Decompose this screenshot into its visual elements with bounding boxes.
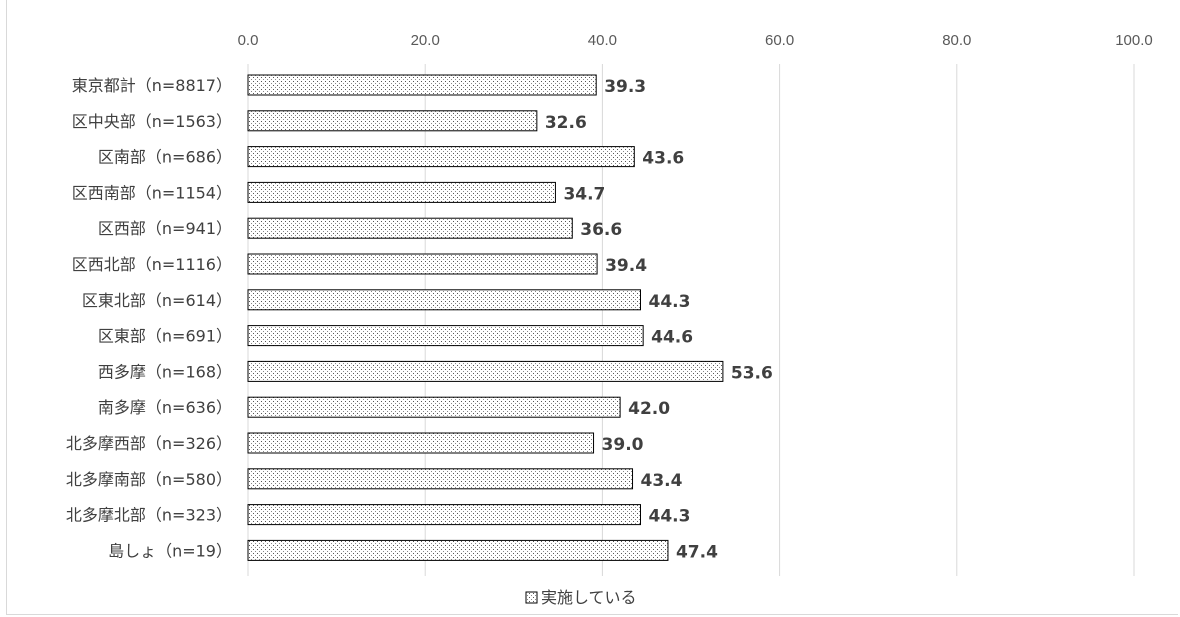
x-axis-ticks: 0.0 20.0 40.0 60.0 80.0 100.0 xyxy=(238,32,1153,49)
bar xyxy=(247,396,621,418)
legend: 実施している xyxy=(525,588,637,607)
data-labels: 39.332.643.634.736.639.444.344.653.642.0… xyxy=(545,77,773,562)
category-label: 北多摩西部（n=326） xyxy=(66,434,232,453)
category-labels: 東京都計（n=8817） 区中央部（n=1563） 区南部（n=686） 区西南部（n… xyxy=(66,76,232,560)
data-label: 47.4 xyxy=(676,542,718,562)
data-label: 39.0 xyxy=(602,435,644,455)
gridlines xyxy=(247,64,1135,576)
bars xyxy=(247,74,724,561)
category-label: 南多摩（n=636） xyxy=(98,398,232,417)
category-label: 西多摩（n=168） xyxy=(98,362,232,381)
x-tick-label: 20.0 xyxy=(411,32,440,49)
bar xyxy=(247,74,597,96)
x-tick-label: 60.0 xyxy=(765,32,794,49)
bar xyxy=(247,181,556,203)
bar xyxy=(247,360,724,382)
bar xyxy=(247,432,595,454)
category-label: 北多摩北部（n=323） xyxy=(66,506,232,525)
chart-frame xyxy=(6,0,1178,615)
bar xyxy=(247,217,573,239)
data-label: 43.4 xyxy=(641,471,683,491)
data-label: 39.3 xyxy=(604,77,646,97)
data-label: 39.4 xyxy=(605,256,647,276)
data-label: 44.3 xyxy=(648,507,690,527)
bar xyxy=(247,468,634,490)
x-tick-label: 0.0 xyxy=(238,32,259,49)
data-label: 43.6 xyxy=(642,149,684,169)
category-label: 区西南部（n=1154） xyxy=(72,183,232,202)
data-label: 36.6 xyxy=(580,220,622,240)
data-label: 53.6 xyxy=(731,363,773,383)
bar xyxy=(247,504,641,526)
data-label: 34.7 xyxy=(563,184,605,204)
category-label: 区西北部（n=1116） xyxy=(72,255,232,274)
bar xyxy=(247,289,641,311)
category-label: 区南部（n=686） xyxy=(98,148,232,167)
x-tick-label: 100.0 xyxy=(1115,32,1153,49)
bar xyxy=(247,325,644,347)
bar xyxy=(247,110,538,132)
bar xyxy=(247,539,669,561)
data-label: 44.6 xyxy=(651,328,693,348)
legend-label: 実施している xyxy=(541,588,637,607)
x-tick-label: 80.0 xyxy=(942,32,971,49)
bar xyxy=(247,253,598,275)
category-label: 区東北部（n=614） xyxy=(82,291,232,310)
data-label: 32.6 xyxy=(545,113,587,133)
x-tick-label: 40.0 xyxy=(588,32,617,49)
data-label: 42.0 xyxy=(628,399,670,419)
legend-swatch xyxy=(525,591,538,604)
category-label: 北多摩南部（n=580） xyxy=(66,470,232,489)
category-label: 島しょ（n=19） xyxy=(108,541,232,560)
category-label: 区西部（n=941） xyxy=(98,219,232,238)
data-label: 44.3 xyxy=(648,292,690,312)
category-label: 区中央部（n=1563） xyxy=(72,112,232,131)
category-label: 区東部（n=691） xyxy=(98,327,232,346)
category-label: 東京都計（n=8817） xyxy=(72,76,232,95)
bar xyxy=(247,146,635,168)
